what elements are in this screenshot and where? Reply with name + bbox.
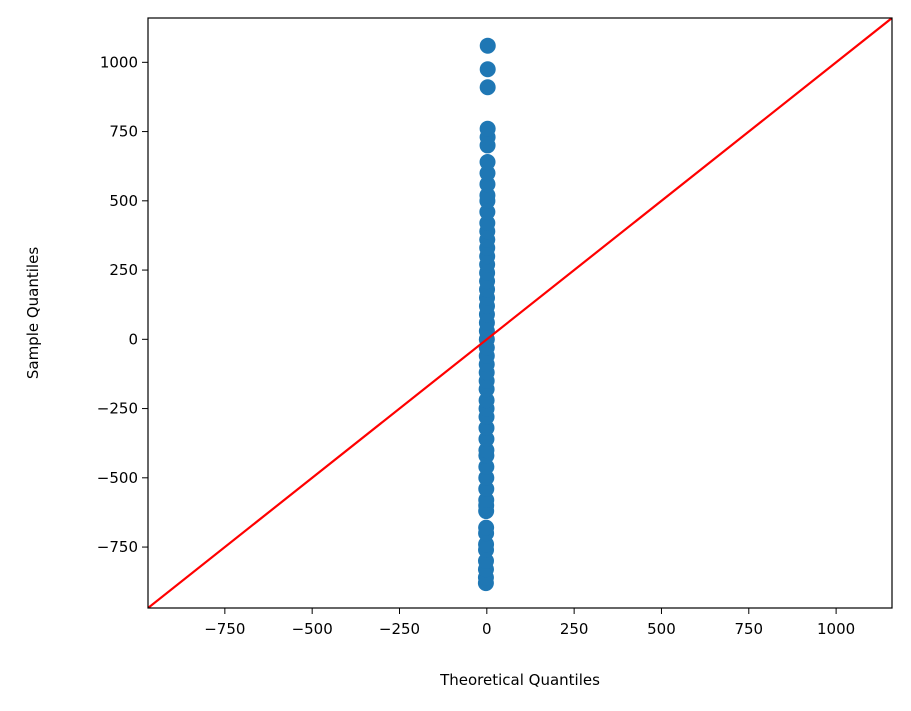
point	[479, 154, 496, 171]
x-tick-label: 500	[647, 620, 676, 638]
y-tick-label: 750	[109, 123, 138, 141]
x-tick-label: 250	[560, 620, 589, 638]
y-tick-label: −250	[97, 400, 138, 418]
y-tick-label: 0	[128, 330, 138, 348]
y-axis-label: Sample Quantiles	[24, 247, 42, 379]
point	[479, 214, 496, 231]
x-tick-label: 0	[482, 620, 492, 638]
point	[478, 491, 495, 508]
y-tick-label: −750	[97, 538, 138, 556]
plot-frame	[147, 17, 893, 609]
x-tick-label: 750	[734, 620, 763, 638]
point	[479, 37, 496, 54]
reference-line	[148, 18, 892, 608]
y-tick-label: −500	[97, 469, 138, 487]
point	[478, 480, 495, 497]
point	[479, 203, 496, 220]
x-tick-label: 1000	[817, 620, 855, 638]
point	[478, 536, 495, 553]
point	[478, 392, 495, 409]
point	[477, 552, 494, 569]
point	[478, 419, 495, 436]
x-axis-label: Theoretical Quantiles	[439, 671, 600, 689]
point	[479, 120, 496, 137]
point	[479, 176, 496, 193]
y-tick-label: 250	[109, 261, 138, 279]
x-tick-label: −250	[379, 620, 420, 638]
point	[478, 469, 495, 486]
x-tick-label: −500	[292, 620, 333, 638]
point	[479, 79, 496, 96]
point	[478, 519, 495, 536]
y-tick-label: 500	[109, 192, 138, 210]
x-tick-label: −750	[204, 620, 245, 638]
point	[479, 187, 496, 204]
point	[478, 458, 495, 475]
point	[479, 61, 496, 78]
point	[479, 165, 496, 182]
point	[478, 442, 495, 459]
point	[478, 431, 495, 448]
y-tick-label: 1000	[100, 53, 138, 71]
